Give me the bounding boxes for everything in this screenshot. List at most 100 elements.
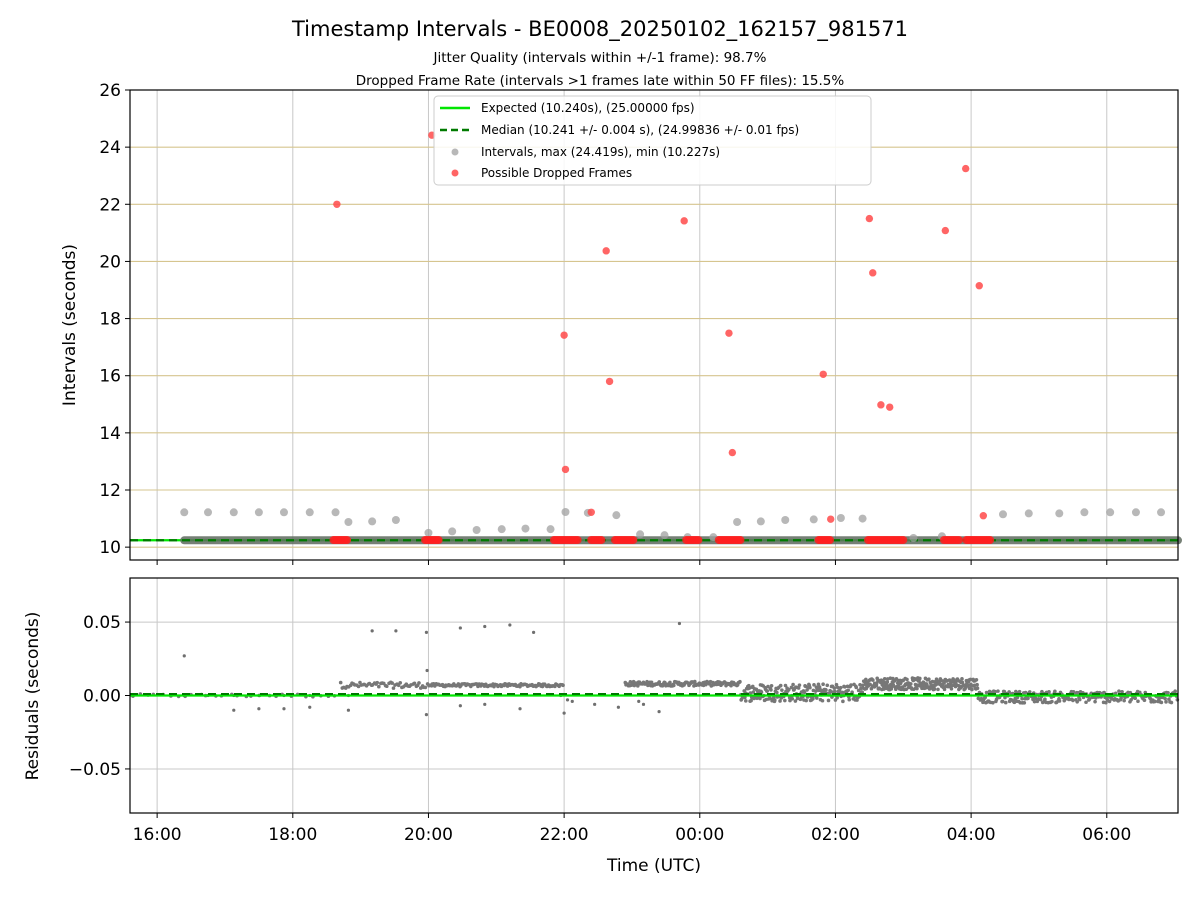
intervals-plot-frame [129, 89, 1179, 561]
residual-point [783, 683, 788, 688]
residual-point [838, 685, 843, 690]
residual-point [832, 686, 837, 690]
residual-point [743, 695, 747, 700]
residual-point [793, 699, 798, 703]
dropped-frame-point [865, 214, 874, 223]
intervals-legend: Expected (10.240s), (25.00000 fps) Media… [433, 95, 872, 186]
residual-point [384, 684, 389, 689]
residual-point [1136, 699, 1140, 704]
dropped-frame-point [587, 508, 595, 516]
residual-point [743, 699, 748, 703]
residual-point [769, 688, 773, 692]
residual-point [816, 682, 821, 687]
interval-point [1055, 509, 1064, 518]
dropped-frame-points [329, 131, 995, 544]
residual-point [817, 685, 822, 689]
interval-point [756, 517, 765, 526]
residual-outlier-point [562, 711, 566, 715]
interval-point [1157, 508, 1166, 517]
dropped-frame-point [941, 226, 950, 235]
dropped-frame-cluster-point [343, 536, 352, 544]
interval-point [521, 524, 530, 533]
residuals-y-tick-label: 0.05 [83, 613, 121, 633]
chart-subtitle-jitter: Jitter Quality (intervals within +/-1 fr… [433, 50, 767, 66]
interval-point [636, 530, 645, 539]
residuals-y-ticks: −0.05 0.00 0.05 [69, 613, 130, 780]
legend-dropped-marker [451, 169, 459, 177]
residuals-y-axis-label: Residuals (seconds) [23, 612, 43, 781]
residual-outlier-point [458, 704, 462, 708]
intervals-y-tick-label: 18 [99, 310, 121, 330]
residual-point [908, 682, 913, 686]
residual-point [1017, 689, 1022, 694]
dropped-frame-point [979, 512, 988, 520]
dropped-frame-cluster-point [434, 536, 443, 544]
residual-point [795, 696, 800, 701]
residual-outlier-point [394, 629, 398, 633]
residual-point [561, 683, 565, 688]
residual-point [797, 683, 802, 687]
residual-outlier-point [641, 702, 646, 706]
residual-point [738, 679, 742, 684]
residual-point [811, 697, 815, 701]
residual-point [748, 691, 753, 695]
residual-point [891, 682, 896, 687]
residual-point [1164, 700, 1168, 704]
residual-point [942, 687, 947, 692]
residual-point [905, 677, 909, 682]
interval-point [279, 508, 288, 517]
residual-point [417, 681, 421, 685]
residual-point [780, 688, 784, 692]
residual-point [1022, 700, 1027, 705]
residuals-y-tick-label: 0.00 [83, 687, 121, 707]
dropped-frame-cluster-point [597, 536, 606, 544]
residual-outlier-point [565, 698, 570, 702]
residual-point [338, 680, 343, 685]
residual-point [1117, 689, 1121, 693]
interval-point [998, 510, 1007, 519]
dropped-frame-point [819, 370, 827, 378]
residual-point [398, 680, 403, 685]
intervals-y-tick-label: 26 [99, 81, 121, 101]
residual-point [970, 687, 974, 692]
residual-point [356, 684, 361, 689]
dropped-frame-point [886, 403, 894, 411]
residual-point [1173, 689, 1177, 693]
residuals-x-tick-label: 18:00 [268, 825, 317, 845]
residuals-x-ticks: 16:00 18:00 20:00 22:00 00:00 02:00 04:00 06:00 [133, 813, 1131, 845]
residual-outlier-point [616, 705, 620, 709]
interval-point [448, 527, 457, 536]
residual-point [1057, 699, 1062, 703]
residual-point [877, 686, 881, 691]
dropped-frame-cluster-point [826, 536, 835, 544]
residual-point [672, 683, 676, 688]
interval-point [1131, 508, 1140, 517]
dropped-frame-point [827, 515, 835, 523]
residual-point [1163, 696, 1167, 701]
legend-expected-label: Expected (10.240s), (25.00000 fps) [481, 101, 695, 115]
dropped-frame-cluster-point [899, 536, 908, 544]
residual-point [927, 677, 931, 681]
residuals-x-tick-label: 02:00 [811, 825, 860, 845]
residual-point [996, 689, 1000, 693]
residual-point [984, 690, 989, 695]
intervals-x-ticks [156, 560, 1108, 565]
residual-point [824, 688, 828, 692]
residual-outlier-point [370, 629, 374, 633]
residuals-x-tick-label: 22:00 [540, 825, 589, 845]
residual-point [812, 683, 816, 687]
dropped-frame-point [561, 465, 570, 474]
residual-point [1169, 700, 1174, 705]
residual-point [826, 698, 831, 703]
residual-point [825, 683, 830, 688]
residual-point [1093, 696, 1098, 700]
residual-point [821, 682, 825, 687]
residuals-reference-lines [130, 693, 1178, 697]
residual-point [871, 678, 875, 682]
residual-point [966, 683, 970, 688]
dropped-frame-cluster-point [986, 536, 995, 544]
interval-point [180, 508, 189, 517]
dropped-frame-point [680, 217, 688, 225]
residual-point [772, 698, 777, 703]
residual-point [778, 699, 782, 703]
